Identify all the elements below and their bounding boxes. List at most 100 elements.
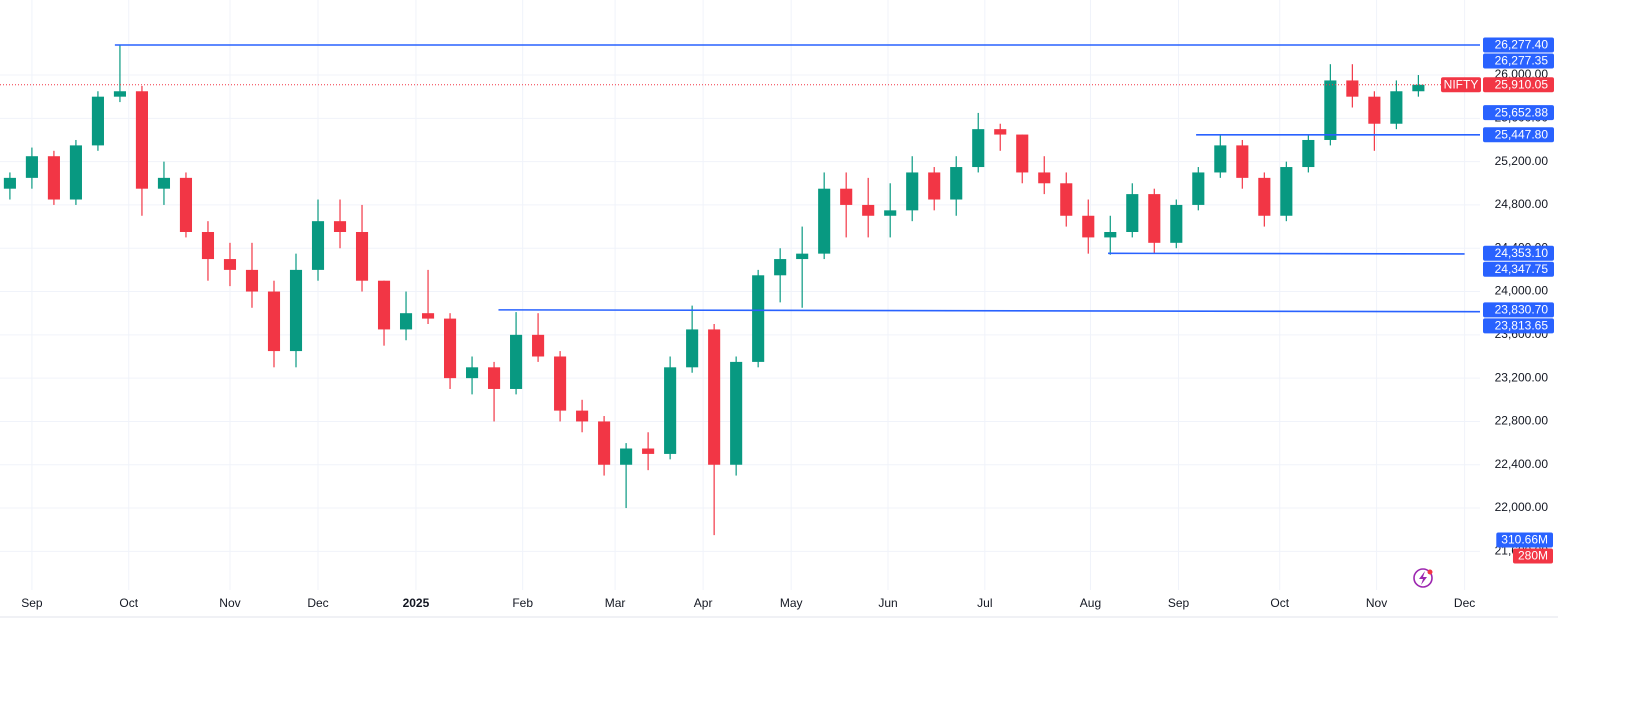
price-badge: [1483, 245, 1554, 261]
candle-body: [950, 167, 963, 200]
x-tick-label: Oct: [1270, 596, 1289, 610]
level-line: [1108, 252, 1465, 255]
candle-body: [1126, 194, 1139, 232]
candle-body: [1192, 172, 1205, 205]
price-badge: [1483, 261, 1554, 277]
candle-body: [421, 313, 435, 319]
last-name-badge: [1441, 77, 1481, 93]
price-badge-label: 25,447.80: [1495, 127, 1549, 141]
candle-body: [1324, 80, 1337, 140]
volume-badge-label: 310.66M: [1501, 533, 1548, 547]
candle-body: [267, 291, 281, 352]
candle-body: [69, 145, 82, 200]
candle-body: [488, 367, 501, 389]
level-line: [498, 309, 1481, 313]
price-badge: [1483, 77, 1554, 93]
candle-body: [245, 269, 259, 292]
x-tick-label: Apr: [694, 596, 713, 610]
x-tick-label: Sep: [1168, 596, 1190, 610]
candle-body: [994, 129, 1007, 135]
candle-body: [47, 156, 60, 200]
price-badge-label: 26,277.35: [1495, 54, 1549, 68]
candle-body: [157, 177, 171, 189]
candle-body: [3, 177, 16, 189]
marks: [0, 44, 1481, 536]
candle-body: [730, 361, 743, 465]
last-name: NIFTY: [1444, 77, 1479, 91]
candle-body: [554, 356, 567, 411]
candle-body: [774, 259, 787, 276]
candle-body: [1280, 167, 1293, 216]
candle-body: [1258, 177, 1271, 216]
price-badge-label: 24,353.10: [1495, 246, 1549, 260]
candle-body: [1412, 84, 1425, 92]
candle-body: [466, 367, 479, 379]
candle-body: [752, 275, 765, 362]
candle-body: [355, 231, 369, 281]
candle-body: [1390, 91, 1403, 124]
price-badge-label: 23,813.65: [1495, 319, 1549, 333]
candle-body: [1082, 215, 1095, 238]
x-tick-label: Aug: [1080, 596, 1101, 610]
candle-body: [532, 334, 545, 357]
price-badge-label: 25,910.05: [1495, 77, 1549, 91]
price-badge: [1483, 318, 1554, 334]
candle-body: [1236, 145, 1249, 178]
candle-body: [91, 96, 104, 146]
candle-body: [333, 221, 347, 232]
x-tick-label: May: [780, 596, 803, 610]
candle-body: [1170, 204, 1183, 243]
y-tick-label: 25,200.00: [1495, 154, 1549, 168]
candle-body: [223, 259, 237, 270]
price-badge-label: 25,652.88: [1495, 105, 1549, 119]
candle-body: [1346, 80, 1359, 97]
candle-body: [862, 204, 875, 216]
candle-body: [972, 129, 985, 168]
price-badge: [1483, 53, 1554, 69]
x-tick-label: Nov: [219, 596, 240, 610]
candle-body: [201, 231, 215, 260]
candle-body: [642, 448, 655, 454]
spark-icon[interactable]: [1413, 568, 1433, 588]
candle-body: [1148, 194, 1161, 243]
candle-body: [1016, 134, 1029, 173]
candle-body: [686, 329, 699, 368]
candle-body: [135, 91, 148, 189]
volume-badge: [1496, 532, 1553, 548]
x-tick-label: Oct: [119, 596, 138, 610]
y-tick-label: 22,000.00: [1495, 500, 1549, 514]
x-tick-label: Feb: [512, 596, 533, 610]
candle-body: [818, 188, 831, 254]
candle-body: [1214, 145, 1227, 173]
candle-body: [928, 172, 941, 200]
candle-body: [884, 210, 897, 216]
grid: [0, 0, 1480, 590]
x-tick-label: Mar: [605, 596, 626, 610]
candle-body: [620, 448, 633, 465]
y-tick-label: 24,000.00: [1495, 284, 1549, 298]
candle-body: [289, 269, 303, 352]
price-badge: [1483, 37, 1554, 53]
candle-body: [796, 253, 809, 260]
candle-body: [664, 367, 677, 454]
y-tick-label: 23,200.00: [1495, 370, 1549, 384]
volume-badge: [1512, 548, 1553, 564]
y-tick-label: 22,400.00: [1495, 457, 1549, 471]
candle-body: [1302, 139, 1315, 168]
x-tick-label: Dec: [1454, 596, 1475, 610]
axes: 21,600.0022,000.0022,400.0022,800.0023,2…: [21, 67, 1548, 610]
candle-body: [510, 334, 523, 389]
candle-body: [598, 421, 611, 465]
candle-body: [1368, 96, 1381, 124]
candle-body: [906, 172, 919, 211]
candle-body: [25, 156, 38, 178]
candle-body: [179, 177, 193, 232]
x-tick-label: Jul: [977, 596, 992, 610]
candle-body: [1104, 231, 1117, 238]
price-badge: [1483, 302, 1554, 318]
y-tick-label: 22,800.00: [1495, 414, 1549, 428]
y-tick-label: 24,800.00: [1495, 197, 1549, 211]
candle-body: [377, 280, 391, 330]
candle-body: [444, 318, 457, 379]
